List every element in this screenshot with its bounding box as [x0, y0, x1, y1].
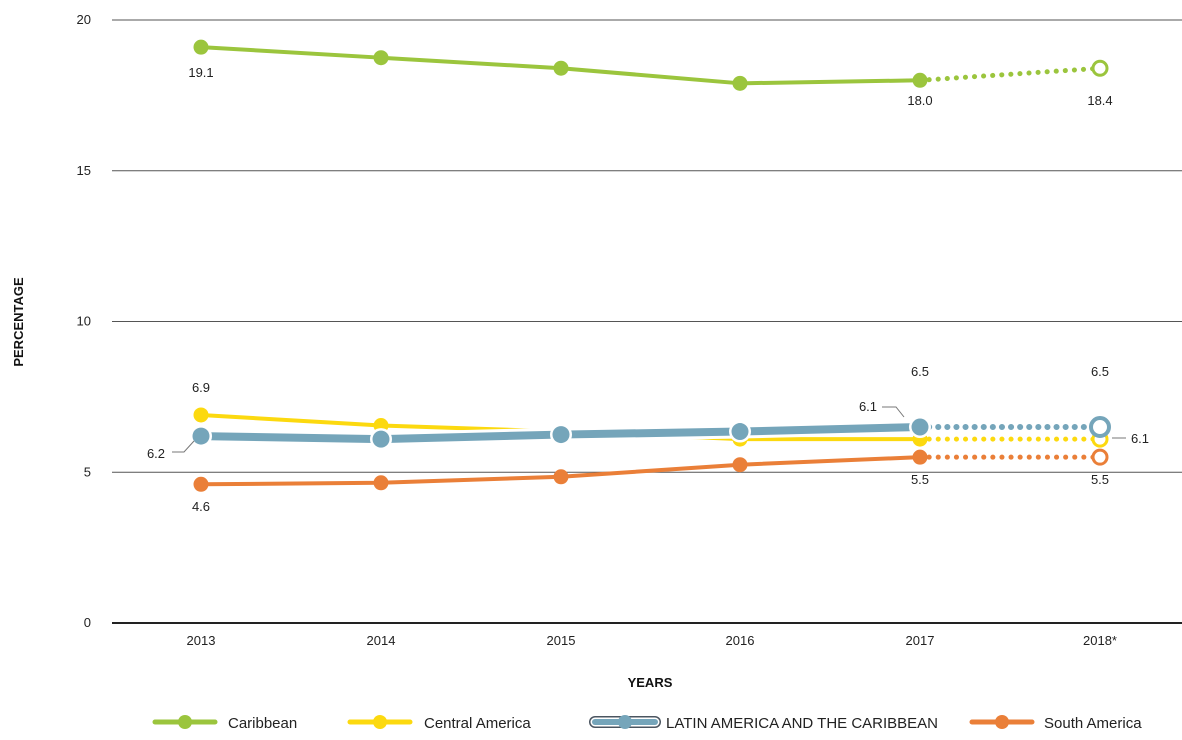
legend-marker [618, 715, 632, 729]
legend-marker [373, 715, 387, 729]
data-label: 6.1 [1131, 431, 1149, 446]
data-point [911, 418, 929, 436]
legend-label: Caribbean [228, 715, 297, 732]
data-point [193, 476, 209, 492]
axis-layer: 0 5 10 15 20 2013 2014 2015 2016 2017 2018* [77, 12, 1117, 648]
data-point [553, 60, 569, 76]
data-point [731, 423, 749, 441]
data-point [192, 427, 210, 445]
data-label: 18.0 [907, 93, 932, 108]
x-tick-label: 2014 [367, 633, 396, 648]
series-south-america [193, 448, 1109, 492]
y-tick-label: 10 [77, 314, 91, 329]
series-projection-line [917, 65, 1103, 83]
y-tick-label: 15 [77, 163, 91, 178]
y-tick-label: 0 [84, 615, 91, 630]
x-tick-label: 2016 [726, 633, 755, 648]
leader-line [882, 406, 905, 418]
data-label: 18.4 [1087, 93, 1112, 108]
x-tick-label: 2013 [187, 633, 216, 648]
series-layer [190, 39, 1111, 492]
data-point [552, 426, 570, 444]
series-latin-america-and-the-caribbean [190, 416, 1111, 451]
data-point [912, 449, 928, 465]
legend-item: LATIN AMERICA AND THE CARIBBEAN [588, 715, 938, 732]
data-point [373, 50, 389, 66]
legend-item: South America [969, 715, 1142, 732]
data-point [732, 457, 748, 473]
data-label: 5.5 [1091, 472, 1109, 487]
data-label: 4.6 [192, 499, 210, 514]
y-tick-label: 20 [77, 12, 91, 27]
data-point [193, 407, 209, 423]
y-tick-label: 5 [84, 464, 91, 479]
legend-marker [178, 715, 192, 729]
data-point-projected [1091, 59, 1109, 77]
legend-label: South America [1044, 715, 1142, 732]
data-label: 6.2 [147, 446, 165, 461]
data-label: 6.1 [859, 399, 877, 414]
x-tick-label: 2017 [906, 633, 935, 648]
legend-item: Central America [347, 715, 531, 732]
legend: Caribbean Central America LATIN AMERICA AN… [152, 715, 1142, 732]
data-point [372, 430, 390, 448]
leader-line [172, 440, 195, 453]
x-tick-label: 2015 [547, 633, 576, 648]
data-point [732, 75, 748, 91]
data-label: 6.5 [1091, 364, 1109, 379]
data-point [373, 475, 389, 491]
legend-marker [995, 715, 1009, 729]
x-axis-title: YEARS [628, 675, 673, 690]
legend-item: Caribbean [152, 715, 297, 732]
series-caribbean [193, 39, 1109, 91]
grid-layer [112, 19, 1182, 624]
legend-label: Central America [424, 715, 531, 732]
x-tick-label: 2018* [1083, 633, 1117, 648]
data-label: 5.5 [911, 472, 929, 487]
legend-label: LATIN AMERICA AND THE CARIBBEAN [666, 715, 938, 732]
data-label: 6.9 [192, 380, 210, 395]
data-label: 6.5 [911, 364, 929, 379]
data-point [912, 72, 928, 88]
y-axis-title: PERCENTAGE [11, 277, 26, 367]
data-point-projected [1089, 416, 1111, 439]
data-point [553, 469, 569, 485]
label-layer: 19.1 18.0 18.4 6.9 6.1 6.1 6.2 6.5 6.5 4.6 5.5 5.5 [147, 65, 1149, 514]
data-point [193, 39, 209, 55]
data-point-projected [1091, 448, 1109, 466]
data-label: 19.1 [188, 65, 213, 80]
